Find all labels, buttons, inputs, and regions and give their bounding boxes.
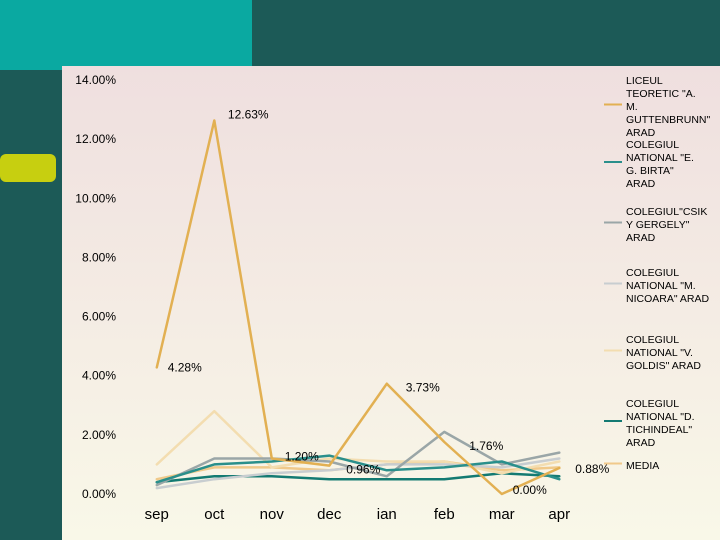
series-3 [155, 457, 561, 490]
x-tick-label: nov [260, 506, 285, 523]
y-tick-label: 0.00% [82, 487, 116, 501]
y-tick-label: 2.00% [82, 428, 116, 442]
series-line [155, 119, 561, 496]
series-line [155, 457, 561, 490]
legend-label: COLEGIUL NATIONAL "E. G. BIRTA" ARAD [626, 139, 694, 190]
series-line [155, 430, 561, 487]
y-tick-label: 14.00% [75, 73, 116, 87]
y-tick-label: 12.00% [75, 132, 116, 146]
x-tick-label: feb [434, 506, 455, 523]
teal-header-block [0, 0, 252, 70]
x-tick-label: ian [377, 506, 397, 523]
y-tick-label: 4.00% [82, 369, 116, 383]
y-tick-label: 10.00% [75, 191, 116, 205]
legend-label: COLEGIUL NATIONAL "D. TICHINDEAL" ARAD [626, 398, 695, 449]
legend-label: COLEGIUL NATIONAL "M. NICOARA" ARAD [626, 267, 709, 305]
data-label: 0.96% [346, 463, 380, 477]
series-1 [155, 454, 561, 484]
data-label: 0.88% [575, 462, 609, 476]
dark-header-band [252, 0, 720, 70]
y-tick-label: 6.00% [82, 310, 116, 324]
legend-label: LICEUL TEORETIC "A. M. GUTTENBRUNN" ARAD [626, 75, 710, 139]
legend-label: MEDIA [626, 460, 659, 472]
data-label: 1.20% [285, 450, 319, 464]
data-labels: 12.63% 4.28% 3.73% 1.20% 0.96% 1.76% 0.88% 0.00… [168, 108, 610, 497]
series-line [155, 472, 561, 484]
series-0 [155, 119, 561, 496]
legend-label: COLEGIUL NATIONAL "V. GOLDIS" ARAD [626, 334, 701, 372]
data-label: 12.63% [228, 108, 269, 122]
dark-side-band [0, 70, 62, 540]
accent-tab [0, 154, 56, 182]
x-tick-label: apr [548, 506, 570, 523]
y-axis-ticks: 0.00% 2.00% 4.00% 6.00% 8.00% 10.00% 12.00% 14.… [75, 73, 116, 501]
x-tick-label: dec [317, 506, 342, 523]
series-line [155, 454, 561, 484]
legend-label: COLEGIUL"CSIK Y GERGELY" ARAD [626, 206, 707, 244]
x-tick-label: mar [489, 506, 515, 523]
x-tick-label: sep [145, 506, 169, 523]
data-label: 1.76% [469, 439, 503, 453]
legend: LICEUL TEORETIC "A. M. GUTTENBRUNN" ARADCOLE… [604, 75, 710, 472]
y-tick-label: 8.00% [82, 250, 116, 264]
data-label: 3.73% [406, 381, 440, 395]
data-label: 4.28% [168, 360, 202, 374]
series-4 [155, 409, 561, 475]
x-tick-label: oct [204, 506, 225, 523]
series-line [155, 409, 561, 475]
data-label: 0.00% [513, 483, 547, 497]
x-axis-categories: sep oct nov dec ian feb mar apr [145, 506, 570, 523]
